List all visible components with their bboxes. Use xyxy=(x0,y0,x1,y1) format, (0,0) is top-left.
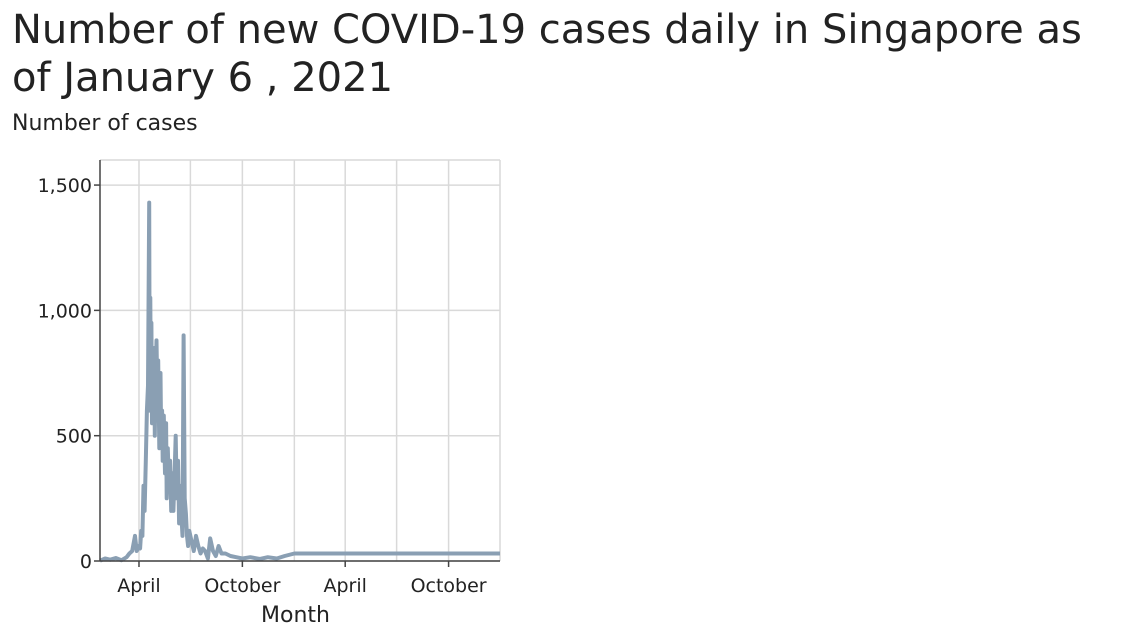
y-tick-label: 500 xyxy=(56,426,92,448)
y-tick-label: 1,500 xyxy=(38,175,92,197)
y-tick-label: 1,000 xyxy=(38,300,92,322)
y-axis-label: Number of cases xyxy=(12,111,198,136)
series-line xyxy=(99,200,500,563)
chart-title: Number of new COVID-19 cases daily in Si… xyxy=(12,7,1082,101)
axes: 0 500 1,000 1,500 April October April October xyxy=(38,160,500,597)
x-tick-label: April xyxy=(117,575,160,597)
series-layer xyxy=(99,200,500,563)
x-tick-label: April xyxy=(323,575,366,597)
x-tick-label: October xyxy=(204,575,280,597)
x-axis-label: Month xyxy=(261,603,330,628)
y-tick-label: 0 xyxy=(80,551,92,573)
x-tick-label: October xyxy=(411,575,487,597)
